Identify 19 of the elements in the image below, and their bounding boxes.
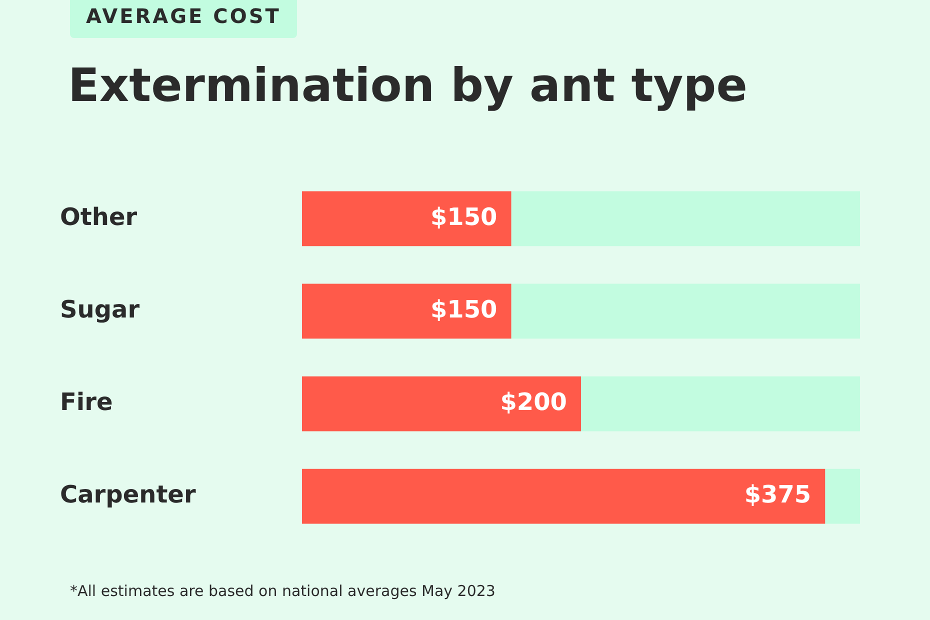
bar — [825, 468, 860, 524]
chart-subtitle: AVERAGE COST — [70, 0, 297, 38]
chart-title: Extermination by ant type — [68, 58, 748, 112]
bar — [511, 284, 860, 339]
y-tick-label: Other — [60, 202, 138, 231]
y-tick-label: Sugar — [60, 295, 140, 324]
data-label: $375 — [744, 480, 812, 509]
data-label: $200 — [500, 388, 567, 416]
bar — [302, 284, 512, 339]
bar — [302, 191, 512, 246]
y-tick-label: Fire — [60, 388, 113, 416]
bar — [511, 191, 860, 246]
bar — [302, 376, 581, 432]
data-label: $150 — [430, 202, 498, 231]
y-tick-label: Carpenter — [60, 480, 196, 509]
data-label: $150 — [430, 295, 498, 324]
bar — [581, 376, 860, 432]
text: *All estimates are based on national averages May 2023 — [70, 582, 496, 600]
bar — [302, 468, 826, 524]
